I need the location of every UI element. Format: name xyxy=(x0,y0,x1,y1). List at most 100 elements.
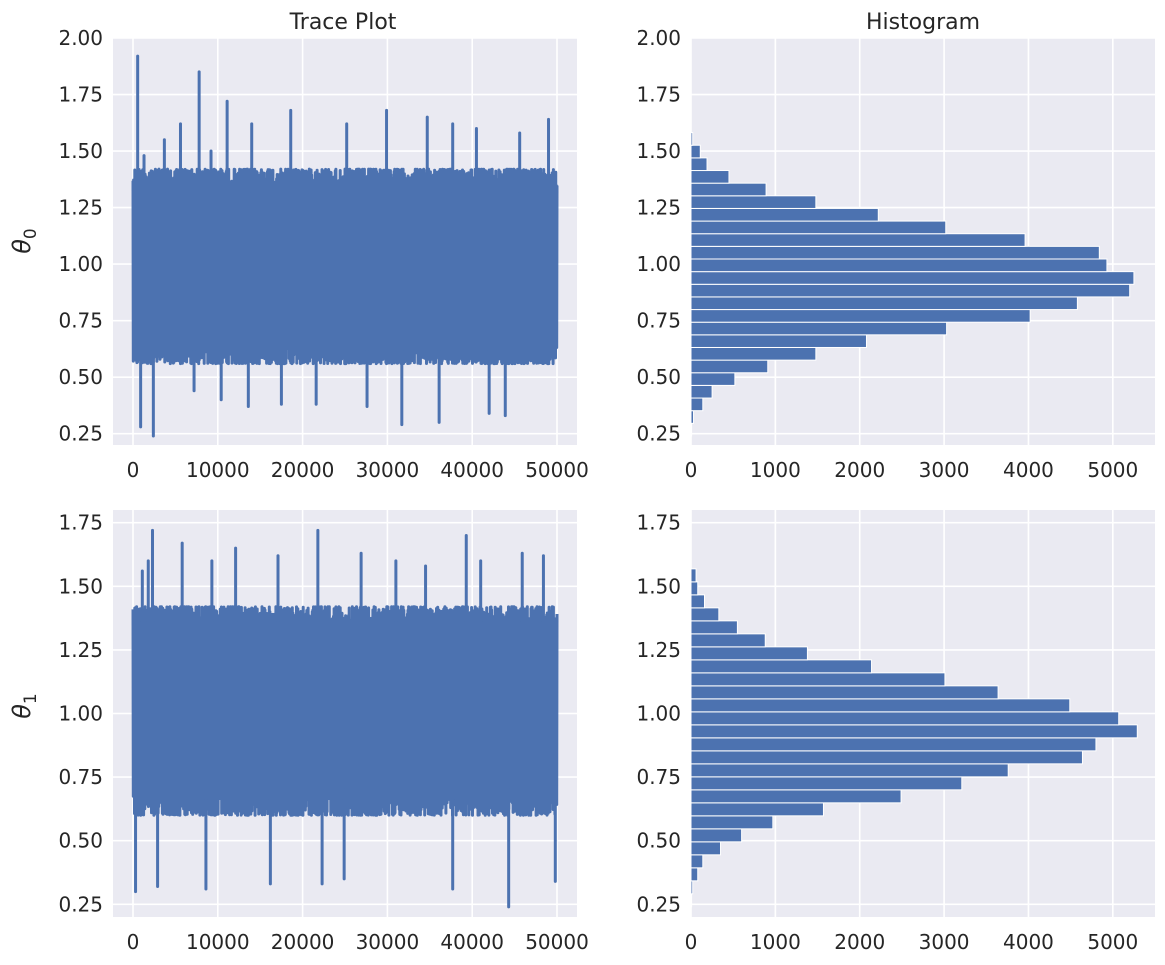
x-tick-label: 5000 xyxy=(1087,930,1138,954)
histogram-bar xyxy=(690,422,693,437)
histogram-bar xyxy=(690,220,947,235)
y-tick-label: 0.75 xyxy=(58,765,103,789)
y-axis-label-theta1: θ1 xyxy=(8,693,41,719)
y-tick-label: 0.50 xyxy=(58,829,103,853)
y-tick-label: 1.50 xyxy=(58,139,103,163)
histogram-bar xyxy=(690,633,766,648)
histogram-bar xyxy=(690,568,697,583)
histogram-bar xyxy=(690,207,879,222)
histogram-bar xyxy=(690,170,730,184)
y-tick-label: 0.50 xyxy=(58,365,103,389)
x-tick-label: 40000 xyxy=(440,930,504,954)
x-tick-label: 0 xyxy=(127,458,140,482)
trace-plot-theta1: 0 10000 20000 30000 40000 50000 0.25 0.50 0.75 1.… xyxy=(58,510,589,954)
y-tick-label: 1.25 xyxy=(636,638,681,662)
y-tick-label: 1.25 xyxy=(58,638,103,662)
x-tick-label: 1000 xyxy=(750,458,801,482)
histogram-bar xyxy=(690,724,1138,739)
x-tick-label: 1000 xyxy=(750,930,801,954)
histogram-bar xyxy=(690,841,722,856)
y-tick-label: 2.00 xyxy=(58,26,103,50)
histogram-bar xyxy=(690,321,948,336)
histogram-bar xyxy=(690,711,1120,726)
y-tick-label: 1.00 xyxy=(58,702,103,726)
histogram-theta0: 0 1000 2000 3000 4000 5000 0.25 0.50 0.75 1.00 1.2… xyxy=(636,26,1155,482)
y-tick-label: 1.00 xyxy=(636,702,681,726)
y-tick-label: 0.25 xyxy=(58,892,103,916)
histogram-bar xyxy=(690,157,708,172)
histogram-bar xyxy=(690,607,720,622)
x-tick-label: 50000 xyxy=(525,458,589,482)
x-tick-label: 3000 xyxy=(919,458,970,482)
x-tick-label: 20000 xyxy=(271,930,335,954)
histogram-bar xyxy=(690,195,817,209)
histogram-bar xyxy=(690,296,1078,311)
theta1-symbol: θ xyxy=(8,704,36,719)
trace-plot-title: Trace Plot xyxy=(289,10,397,35)
x-tick-label: 3000 xyxy=(919,930,970,954)
y-tick-label: 1.25 xyxy=(636,196,681,220)
histogram-bar xyxy=(690,309,1031,323)
histogram-bar xyxy=(690,410,695,424)
histogram-bar xyxy=(690,880,694,895)
x-tick-label: 4000 xyxy=(1003,930,1054,954)
y-tick-label: 1.75 xyxy=(58,83,103,107)
x-tick-label: 2000 xyxy=(834,930,885,954)
trace-band xyxy=(133,621,557,800)
histogram-bar xyxy=(690,144,701,159)
theta0-symbol: θ xyxy=(8,239,36,254)
histogram-bar xyxy=(690,334,867,348)
y-tick-label: 1.50 xyxy=(636,574,681,598)
y-tick-label: 0.25 xyxy=(636,422,681,446)
x-tick-label: 0 xyxy=(127,930,140,954)
histogram-bar xyxy=(690,672,946,687)
x-tick-label: 30000 xyxy=(356,458,420,482)
histogram-bar xyxy=(690,182,767,197)
x-tick-label: 0 xyxy=(685,458,698,482)
x-tick-label: 5000 xyxy=(1087,458,1138,482)
histogram-bar xyxy=(690,359,769,374)
x-tick-label: 50000 xyxy=(525,930,589,954)
y-tick-label: 1.00 xyxy=(636,252,681,276)
histogram-bar xyxy=(690,245,1100,260)
x-tick-label: 20000 xyxy=(271,458,335,482)
x-tick-label: 2000 xyxy=(834,458,885,482)
y-tick-label: 1.75 xyxy=(636,511,681,535)
y-tick-label: 2.00 xyxy=(636,26,681,50)
trace-band xyxy=(133,182,557,351)
y-tick-label: 1.50 xyxy=(636,139,681,163)
trace-plot-theta0: 0 10000 20000 30000 40000 50000 0.25 0.50 0.75 1.… xyxy=(58,26,588,482)
histogram-bar xyxy=(690,581,699,596)
y-tick-label: 0.75 xyxy=(636,765,681,789)
histogram-bar xyxy=(690,763,1009,778)
y-tick-label: 1.25 xyxy=(58,196,103,220)
histogram-bar xyxy=(690,659,873,674)
histogram-bar xyxy=(690,854,704,869)
histogram-bar xyxy=(690,132,694,146)
histogram-bar xyxy=(690,620,738,635)
histogram-bar xyxy=(690,789,902,804)
y-tick-label: 0.75 xyxy=(58,309,103,333)
y-tick-label: 0.50 xyxy=(636,365,681,389)
y-tick-label: 1.75 xyxy=(636,83,681,107)
x-tick-label: 0 xyxy=(685,930,698,954)
histogram-bar xyxy=(690,594,705,609)
y-axis-label-theta0: θ0 xyxy=(8,228,41,254)
histogram-bar xyxy=(690,258,1108,273)
histogram-bar xyxy=(690,828,743,843)
histogram-bar xyxy=(690,685,999,700)
y-tick-label: 0.50 xyxy=(636,829,681,853)
y-tick-label: 0.75 xyxy=(636,309,681,333)
histogram-bar xyxy=(690,776,963,791)
theta0-subscript: 0 xyxy=(21,228,41,239)
histogram-bar xyxy=(690,737,1097,752)
histogram-bar xyxy=(690,893,693,908)
histogram-bar xyxy=(690,271,1135,285)
histogram-bar xyxy=(690,867,699,882)
histogram-bar xyxy=(690,233,1026,247)
histogram-bar xyxy=(690,384,713,399)
histogram-bar xyxy=(690,283,1131,298)
x-tick-label: 40000 xyxy=(440,458,504,482)
y-tick-label: 1.00 xyxy=(58,252,103,276)
